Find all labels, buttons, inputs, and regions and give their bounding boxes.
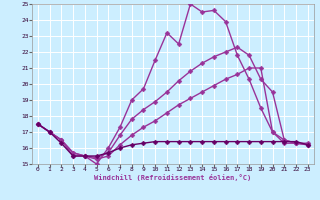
X-axis label: Windchill (Refroidissement éolien,°C): Windchill (Refroidissement éolien,°C) <box>94 174 252 181</box>
